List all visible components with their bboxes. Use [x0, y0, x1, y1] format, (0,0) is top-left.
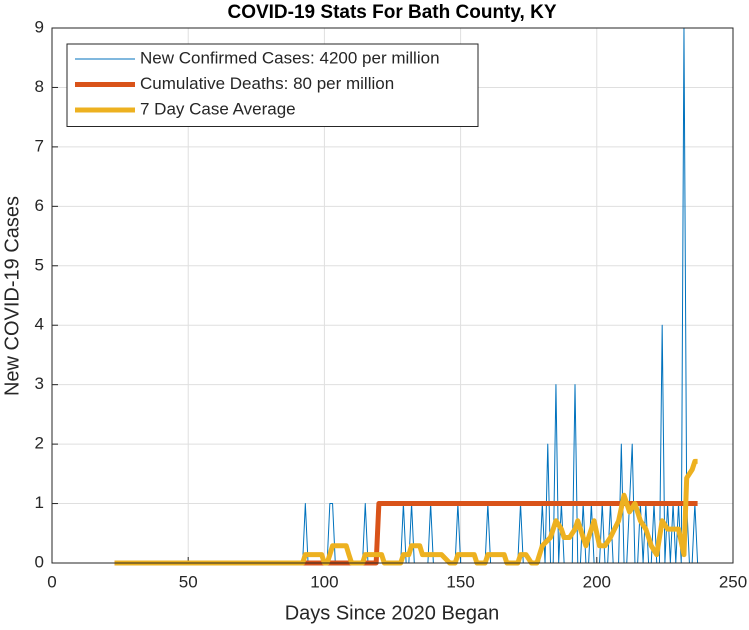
- legend-label: 7 Day Case Average: [140, 99, 296, 118]
- y-tick-label: 2: [35, 434, 44, 453]
- legend-label: Cumulative Deaths: 80 per million: [140, 74, 394, 93]
- y-tick-label: 9: [35, 17, 44, 36]
- chart-title: COVID-19 Stats For Bath County, KY: [227, 2, 556, 23]
- legend-box: [66, 43, 479, 127]
- y-tick-label: 4: [35, 315, 44, 334]
- x-tick-label: 150: [446, 572, 474, 591]
- legend-label: New Confirmed Cases: 4200 per million: [140, 48, 440, 67]
- y-tick-label: 1: [35, 493, 44, 512]
- y-tick-label: 0: [35, 552, 44, 571]
- x-axis-label: Days Since 2020 Began: [285, 602, 500, 624]
- x-tick-label: 50: [179, 572, 198, 591]
- x-tick-label: 0: [47, 572, 56, 591]
- plot-frame: [51, 27, 734, 564]
- series-line: [114, 458, 698, 566]
- y-tick-label: 8: [35, 77, 44, 96]
- y-tick-label: 5: [35, 255, 44, 274]
- y-axis-label: New COVID-19 Cases: [1, 196, 23, 396]
- x-tick-label: 100: [310, 572, 338, 591]
- y-tick-label: 6: [35, 196, 44, 215]
- x-tick-label: 250: [719, 572, 747, 591]
- x-tick-label: 200: [583, 572, 611, 591]
- y-tick-label: 3: [35, 374, 44, 393]
- y-tick-label: 7: [35, 136, 44, 155]
